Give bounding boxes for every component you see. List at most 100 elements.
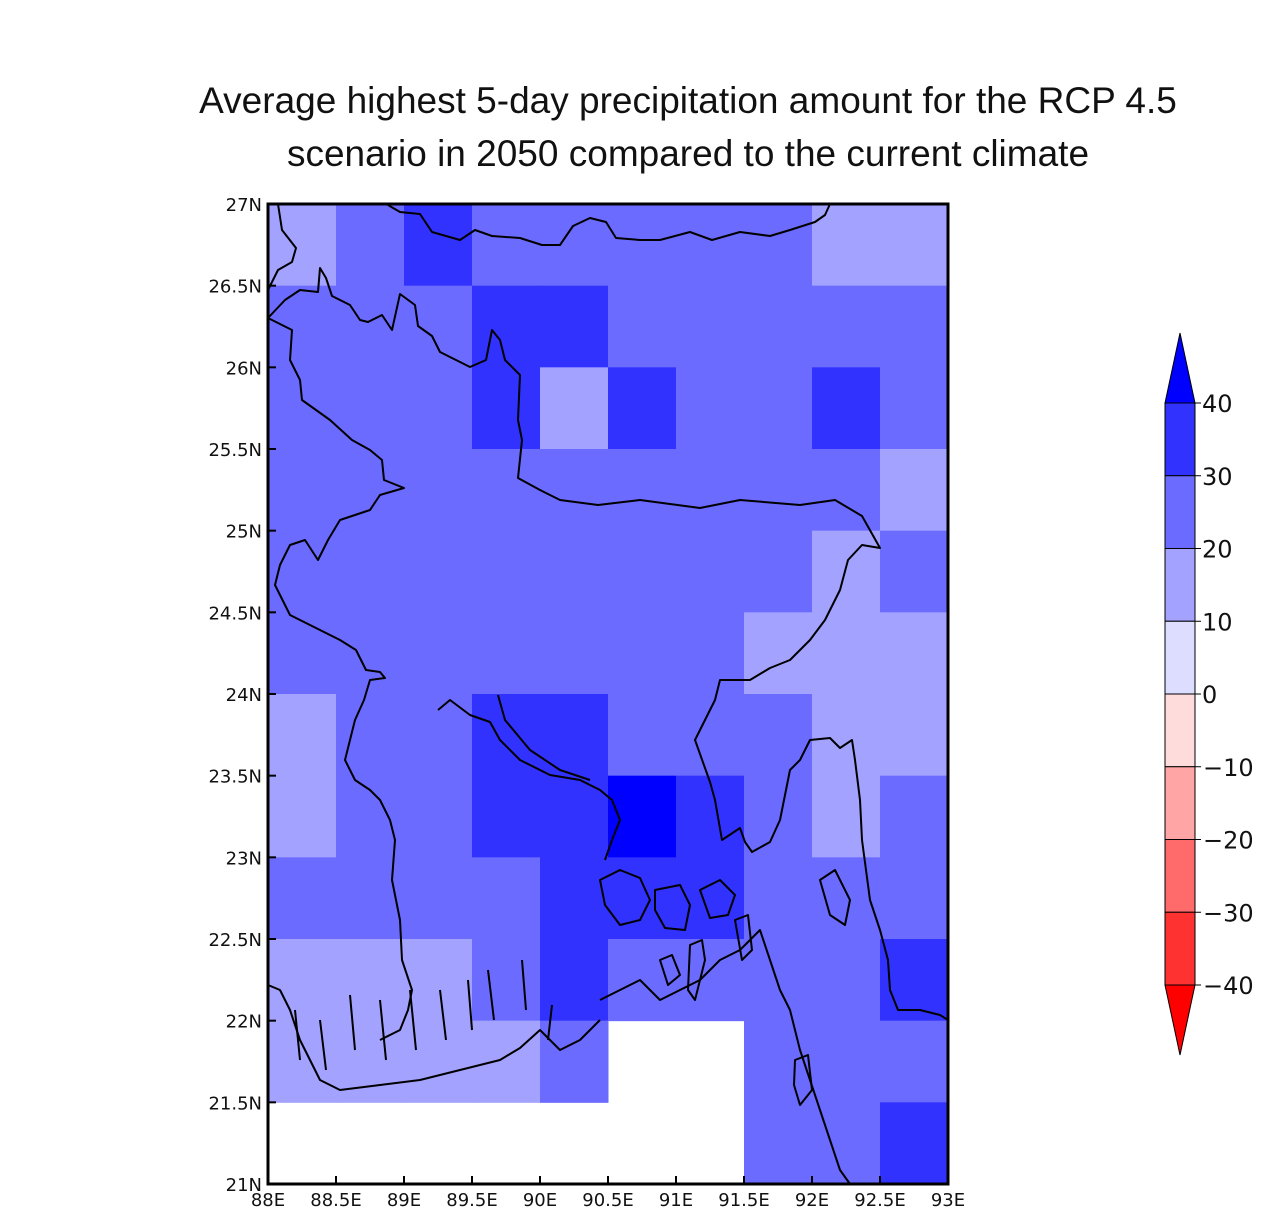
grid-cell — [268, 367, 337, 450]
grid-cell — [404, 204, 473, 287]
grid-cell — [676, 367, 745, 450]
colorbar-label: −40 — [1203, 972, 1254, 1000]
grid-cell — [472, 939, 541, 1022]
grid-cell — [744, 367, 813, 450]
grid-cell — [676, 285, 745, 368]
grid-cell — [676, 612, 745, 695]
grid-cell — [812, 449, 881, 532]
lat-tick-label: 26.5N — [208, 277, 262, 298]
title-line-1: Average highest 5-day precipitation amou… — [199, 80, 1177, 121]
grid-cell — [744, 694, 813, 777]
grid-cell — [472, 204, 541, 287]
colorbar-top-arrow — [1164, 332, 1196, 404]
lon-tick-label: 88.5E — [310, 1190, 361, 1211]
colorbar-bottom-arrow — [1164, 984, 1196, 1056]
grid-cell — [268, 204, 337, 287]
grid-cell — [812, 1102, 881, 1185]
grid-cell — [540, 694, 609, 777]
grid-cell — [880, 694, 949, 777]
grid-cell — [608, 285, 677, 368]
grid-cell — [540, 1020, 609, 1103]
country-outlines — [267, 203, 949, 1185]
delta-islands — [599, 869, 851, 1106]
grid-cell — [812, 1020, 881, 1103]
grid-cell — [404, 939, 473, 1022]
grid-cell — [472, 449, 541, 532]
grid-cell — [744, 939, 813, 1022]
colorbar-label: 30 — [1202, 463, 1233, 491]
lon-tick-label: 88E — [251, 1190, 285, 1211]
grid-cell — [404, 285, 473, 368]
grid-cell — [744, 530, 813, 613]
grid-cell — [744, 857, 813, 940]
lon-tick-label: 89E — [387, 1190, 421, 1211]
grid-cell — [744, 775, 813, 858]
grid-cell — [404, 367, 473, 450]
grid-cell — [608, 939, 677, 1022]
grid-cell — [880, 1102, 949, 1185]
bangladesh-border — [267, 203, 949, 1021]
grid-cell — [404, 775, 473, 858]
meghna-river — [437, 699, 621, 861]
lat-tick-label: 23.5N — [208, 767, 262, 788]
lon-tick-label: 92.5E — [854, 1190, 905, 1211]
axis-ticks: 88E 88.5E 89E 89.5E 90E 90.5E 91E 91.5E 92E 92.5E… — [208, 195, 965, 1211]
grid-cell — [812, 775, 881, 858]
colorbar-label: 0 — [1202, 681, 1217, 709]
grid-cell — [268, 1020, 337, 1103]
grid-cell — [268, 694, 337, 777]
grid-cell — [404, 694, 473, 777]
lat-tick-label: 21N — [226, 1175, 262, 1196]
southern-coast — [267, 929, 851, 1185]
grid-cell — [336, 367, 405, 450]
colorbar-label: 10 — [1202, 608, 1233, 636]
northern-border — [387, 203, 831, 246]
grid-cell — [540, 367, 609, 450]
grid-cell — [268, 775, 337, 858]
grid-cell — [336, 857, 405, 940]
lat-tick-label: 22.5N — [208, 930, 262, 951]
lon-tick-label: 93E — [931, 1190, 965, 1211]
grid-cell — [744, 612, 813, 695]
grid-cell — [268, 939, 337, 1022]
grid-cell — [268, 285, 337, 368]
grid-cell — [268, 612, 337, 695]
grid-cell — [608, 530, 677, 613]
grid-cell — [336, 939, 405, 1022]
grid-cell — [404, 449, 473, 532]
lon-tick-label: 91E — [659, 1190, 693, 1211]
grid-cell — [268, 449, 337, 532]
grid-cell — [744, 1020, 813, 1103]
colorbar-label: −20 — [1203, 827, 1254, 855]
grid-cell — [336, 285, 405, 368]
grid-cell — [744, 449, 813, 532]
western-border — [267, 317, 413, 1041]
grid-cell — [676, 204, 745, 287]
grid-cell — [676, 449, 745, 532]
grid-cell — [608, 694, 677, 777]
colorbar-label: −30 — [1203, 899, 1254, 927]
grid-cell — [540, 449, 609, 532]
lon-tick-label: 89.5E — [446, 1190, 497, 1211]
grid-cell — [812, 204, 881, 287]
colorbar-segment — [1164, 693, 1196, 768]
grid-cell — [880, 1020, 949, 1103]
grid-cell — [472, 530, 541, 613]
grid-cell — [812, 694, 881, 777]
colorbar-segment — [1164, 475, 1196, 549]
grid-cell — [608, 449, 677, 532]
grid-cell — [608, 204, 677, 287]
sundarbans-creeks — [294, 959, 553, 1071]
grid-cell — [880, 612, 949, 695]
grid-cell — [880, 204, 949, 287]
lat-tick-label: 25N — [226, 522, 262, 543]
grid-cell — [472, 775, 541, 858]
colorbar-label: −10 — [1203, 754, 1254, 782]
colorbar-segment — [1164, 766, 1196, 840]
padma-river — [497, 694, 591, 781]
grid-cells — [268, 204, 949, 1185]
grid-cell — [540, 612, 609, 695]
grid-cell — [540, 775, 609, 858]
grid-cell — [812, 612, 881, 695]
